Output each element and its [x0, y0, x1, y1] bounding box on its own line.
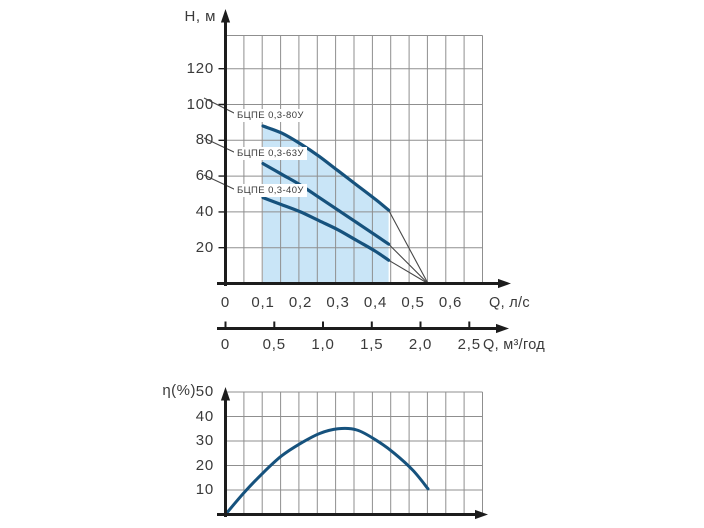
fan-line-2 [388, 259, 429, 284]
operating-region [263, 126, 389, 284]
head-y-axis-arrow [220, 9, 231, 23]
leader-line-0 [203, 97, 237, 115]
flow-x2-axis-arrow [496, 323, 509, 334]
head-y-axis-ticks [218, 68, 226, 249]
efficiency-curve [224, 426, 430, 516]
fan-line-0 [388, 209, 429, 284]
head-curve-0 [261, 124, 391, 212]
flow-x-axis-arrow [498, 278, 511, 289]
efficiency-x-axis-arrow [475, 509, 488, 520]
efficiency-y-axis-arrow [220, 387, 231, 401]
leader-line-2 [203, 174, 237, 191]
leader-line-1 [203, 137, 237, 154]
fan-line-1 [388, 243, 429, 284]
grid-efficiency-chart [225, 391, 483, 515]
head-curve-1 [261, 162, 391, 246]
flow-x2-axis-ticks [224, 321, 471, 328]
head-curve-2 [261, 196, 391, 262]
